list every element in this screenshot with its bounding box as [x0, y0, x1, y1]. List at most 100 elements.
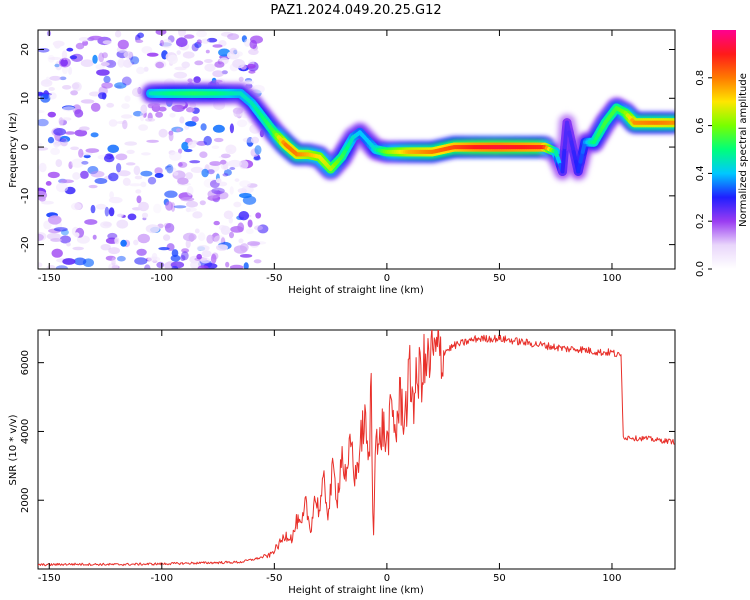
noise-speckle [105, 59, 117, 68]
noise-speckle [68, 66, 73, 75]
noise-speckle [45, 181, 52, 186]
noise-speckle [251, 84, 265, 94]
noise-speckle [38, 233, 44, 241]
ridge-segment [560, 145, 567, 174]
noise-speckle [98, 52, 105, 63]
colorbar-ramp [712, 30, 736, 269]
noise-speckle [62, 258, 76, 265]
noise-speckle [78, 148, 84, 158]
noise-speckle [229, 186, 234, 195]
noise-speckle [133, 239, 139, 246]
noise-speckle [207, 169, 215, 175]
noise-speckle [239, 192, 252, 199]
figure-title: PAZ1.2024.049.20.25.G12 [270, 3, 441, 18]
snr-series-line [38, 330, 675, 567]
noise-speckle [183, 232, 197, 242]
noise-speckle [173, 171, 179, 176]
colorbar-ticks: 0.0 0.2 0.4 0.6 0.8 [695, 70, 712, 277]
noise-speckle [232, 59, 246, 69]
noise-speckle [253, 259, 262, 264]
snr-x-ticks: -150 -100 -50 0 50 100 [38, 330, 622, 584]
noise-speckle [72, 246, 84, 251]
noise-speckle [163, 234, 171, 241]
x-tick-label: -50 [266, 573, 282, 584]
noise-speckle [187, 78, 193, 83]
noise-speckle [74, 129, 88, 137]
noise-speckle [116, 163, 122, 173]
noise-speckle [220, 159, 227, 165]
noise-speckle [177, 105, 184, 110]
noise-speckle [117, 170, 131, 177]
noise-speckle [135, 39, 144, 43]
noise-speckle [238, 238, 244, 244]
noise-speckle [50, 147, 60, 155]
y-tick-label: 20 [20, 43, 31, 56]
noise-speckle [90, 102, 101, 112]
noise-speckle [180, 197, 195, 202]
x-tick-label: -150 [38, 273, 61, 284]
noise-speckle [201, 168, 209, 178]
x-tick-label: -100 [150, 273, 173, 284]
noise-speckle [41, 79, 51, 85]
noise-speckle [47, 136, 55, 144]
colorbar-tick-label: 0.0 [695, 261, 706, 277]
x-tick-label: -100 [150, 573, 173, 584]
noise-speckle [233, 201, 242, 208]
noise-speckle [154, 173, 164, 178]
noise-speckle [121, 76, 132, 86]
noise-speckle [236, 119, 248, 128]
noise-speckle [134, 175, 143, 180]
x-tick-label: -50 [266, 273, 282, 284]
noise-speckle [155, 30, 167, 35]
noise-speckle [170, 254, 181, 262]
noise-speckle [58, 57, 71, 68]
noise-speckle [243, 80, 255, 85]
noise-speckle [186, 185, 194, 196]
noise-speckle [114, 82, 127, 89]
noise-speckle [204, 63, 216, 72]
noise-speckle [80, 59, 94, 67]
noise-speckle [126, 149, 135, 154]
noise-speckle [136, 66, 145, 75]
y-tick-label: 10 [20, 92, 31, 105]
noise-speckle [249, 39, 258, 49]
colorbar-tick-label: 0.2 [695, 213, 706, 229]
noise-speckle [212, 70, 224, 78]
noise-speckle [200, 123, 207, 131]
noise-speckle [84, 219, 98, 225]
noise-speckle [178, 148, 183, 154]
noise-speckle [211, 145, 220, 149]
noise-speckle [117, 213, 124, 218]
noise-speckle-layer [38, 30, 269, 269]
noise-speckle [177, 161, 188, 168]
colorbar: 0.0 0.2 0.4 0.6 0.8 Normalized spectral ampl… [695, 30, 749, 277]
noise-speckle [147, 176, 157, 185]
noise-speckle [196, 39, 202, 45]
noise-speckle [123, 59, 133, 68]
noise-speckle [90, 170, 105, 178]
noise-speckle [194, 60, 204, 66]
noise-speckle [158, 247, 170, 251]
noise-speckle [51, 248, 63, 258]
noise-speckle [176, 50, 181, 55]
noise-speckle [145, 224, 160, 234]
spectrogram-plot-frame [37, 29, 676, 270]
noise-speckle [181, 141, 189, 151]
noise-speckle [90, 204, 96, 214]
noise-speckle [179, 116, 185, 124]
noise-speckle [38, 262, 43, 268]
noise-speckle [237, 188, 247, 194]
noise-speckle [146, 52, 159, 57]
noise-speckle [185, 121, 197, 127]
noise-speckle [139, 112, 145, 122]
noise-speckle [122, 177, 131, 186]
noise-speckle [168, 131, 174, 142]
snr-y-ticks: 2000 4000 6000 [20, 350, 675, 513]
noise-speckle [41, 200, 54, 205]
noise-speckle [198, 232, 206, 242]
noise-speckle [201, 38, 210, 44]
noise-speckle [108, 247, 120, 255]
noise-speckle [212, 79, 223, 83]
noise-speckle [61, 50, 68, 61]
noise-speckle [155, 111, 164, 118]
